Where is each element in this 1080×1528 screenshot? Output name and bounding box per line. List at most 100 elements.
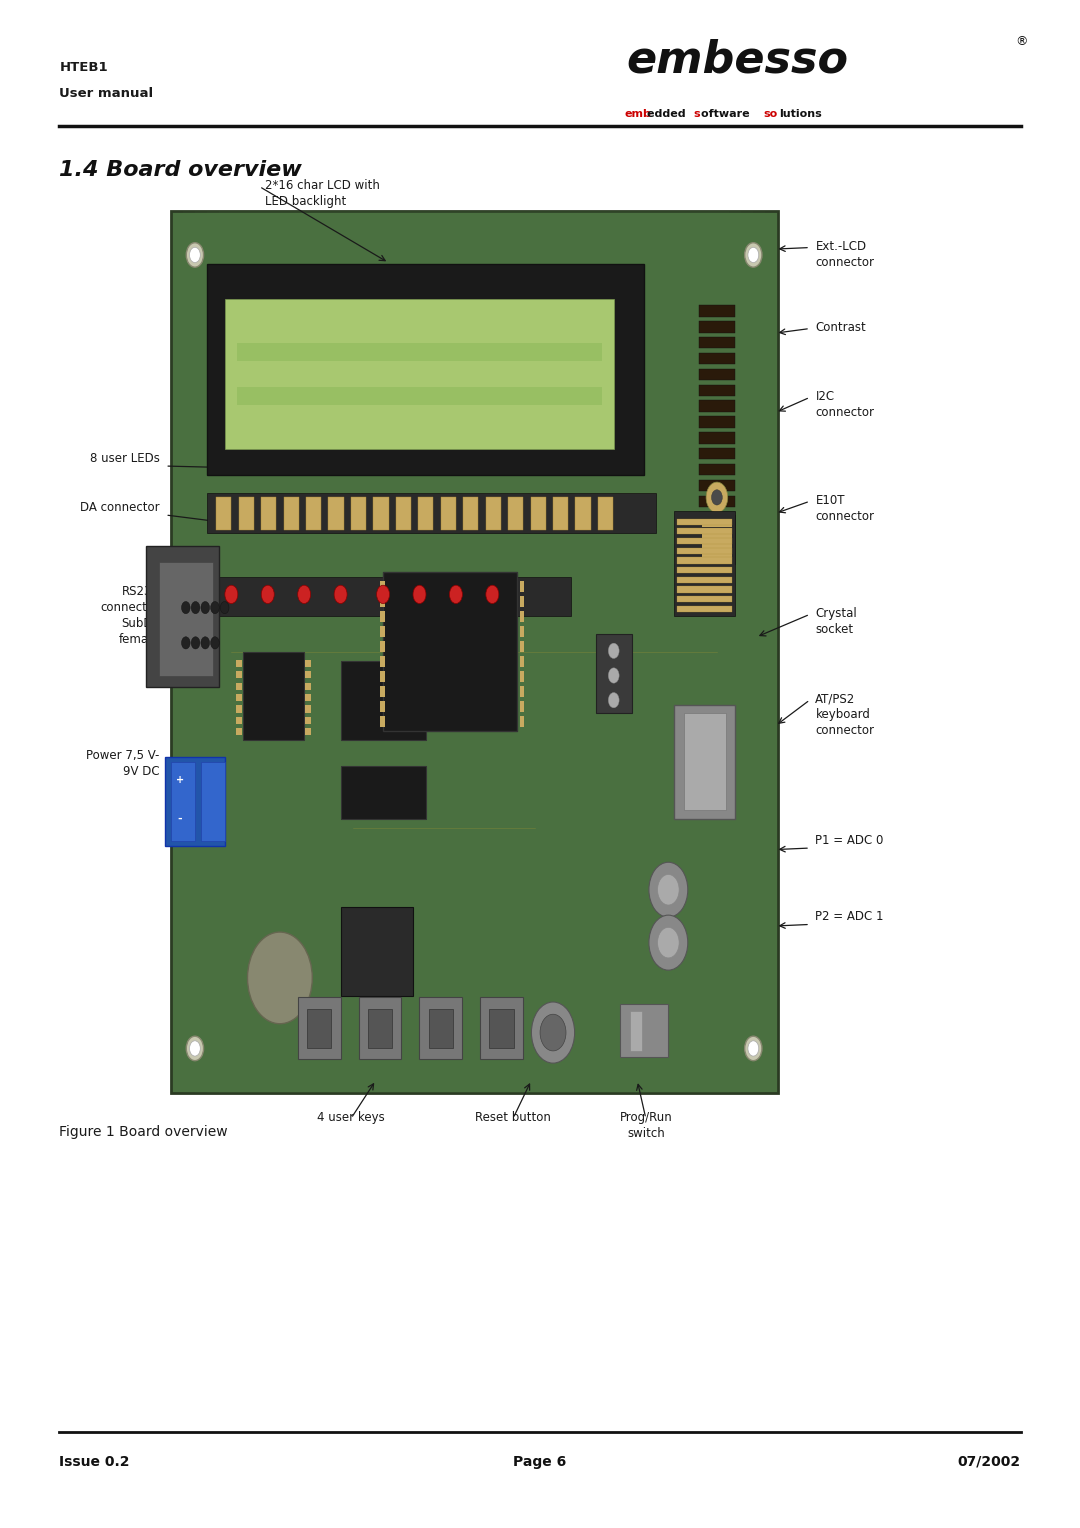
Bar — [699, 321, 735, 333]
Bar — [598, 497, 613, 530]
Text: s: s — [693, 108, 700, 119]
Circle shape — [377, 585, 390, 604]
Bar — [674, 510, 735, 616]
Text: Prog/Run
switch: Prog/Run switch — [620, 1111, 672, 1140]
Bar — [519, 626, 525, 637]
Bar — [340, 660, 426, 740]
Circle shape — [298, 585, 311, 604]
Circle shape — [748, 248, 759, 263]
Bar — [159, 562, 213, 677]
Text: Power 7,5 V-
9V DC: Power 7,5 V- 9V DC — [86, 749, 160, 778]
Bar — [677, 605, 732, 613]
Text: -: - — [177, 814, 183, 824]
Text: User manual: User manual — [59, 87, 153, 101]
Bar — [380, 656, 384, 666]
Bar — [419, 998, 462, 1059]
Bar — [702, 521, 732, 527]
Circle shape — [181, 602, 190, 614]
Bar — [171, 762, 194, 842]
Bar — [519, 701, 525, 712]
Bar — [699, 448, 735, 460]
Text: so: so — [764, 108, 778, 119]
Circle shape — [189, 1041, 200, 1056]
Text: 2*16 char LCD with
LED backlight: 2*16 char LCD with LED backlight — [265, 179, 379, 208]
Bar — [380, 717, 384, 727]
Bar — [489, 1008, 514, 1048]
Bar — [463, 497, 478, 530]
Circle shape — [211, 637, 219, 649]
Text: Contrast: Contrast — [815, 321, 866, 335]
Bar — [519, 581, 525, 591]
Bar — [359, 998, 402, 1059]
Bar — [553, 497, 568, 530]
Circle shape — [608, 643, 619, 659]
Bar — [171, 211, 778, 1093]
Bar — [306, 694, 311, 701]
Circle shape — [745, 243, 762, 267]
Bar — [306, 683, 311, 689]
Bar — [677, 558, 732, 564]
Bar — [207, 211, 741, 1093]
Circle shape — [649, 862, 688, 917]
Text: Issue 0.2: Issue 0.2 — [59, 1455, 130, 1468]
Bar — [380, 626, 384, 637]
Text: P1 = ADC 0: P1 = ADC 0 — [815, 834, 883, 847]
Text: E10T
connector: E10T connector — [815, 494, 875, 523]
Text: Reset button: Reset button — [475, 1111, 551, 1125]
Bar — [519, 642, 525, 651]
Bar — [702, 541, 732, 549]
Text: ®: ® — [1015, 35, 1028, 49]
Bar — [374, 497, 389, 530]
Bar — [306, 706, 311, 712]
Bar — [576, 497, 591, 530]
Text: Figure 1 Board overview: Figure 1 Board overview — [59, 1125, 228, 1138]
Bar — [226, 299, 613, 449]
Bar — [677, 518, 732, 524]
Circle shape — [531, 1002, 575, 1063]
Bar — [216, 497, 231, 530]
Bar — [677, 596, 732, 602]
Text: oftware: oftware — [702, 108, 754, 119]
Bar — [674, 704, 735, 819]
Circle shape — [748, 1041, 759, 1056]
Bar — [380, 701, 384, 712]
Bar — [298, 998, 340, 1059]
Bar — [237, 660, 242, 666]
Bar — [699, 480, 735, 490]
Bar — [237, 694, 242, 701]
Bar — [530, 497, 545, 530]
Text: 8 user LEDs: 8 user LEDs — [90, 452, 160, 465]
Text: 1.4 Board overview: 1.4 Board overview — [59, 160, 302, 180]
Bar — [380, 611, 384, 622]
Bar — [306, 497, 321, 530]
Bar — [383, 573, 516, 730]
Text: 07/2002: 07/2002 — [958, 1455, 1021, 1468]
Circle shape — [191, 602, 200, 614]
Bar — [207, 494, 657, 533]
Bar — [194, 211, 754, 1093]
Bar — [481, 998, 523, 1059]
Circle shape — [186, 243, 203, 267]
Circle shape — [186, 1036, 203, 1060]
Bar — [380, 686, 384, 697]
Bar — [368, 1008, 392, 1048]
Circle shape — [181, 637, 190, 649]
Text: HTEB1: HTEB1 — [59, 61, 108, 75]
Bar — [699, 338, 735, 348]
Bar — [306, 660, 311, 666]
Circle shape — [658, 927, 679, 958]
Bar — [519, 717, 525, 727]
Bar — [699, 432, 735, 443]
Text: AT/PS2
keyboard
connector: AT/PS2 keyboard connector — [815, 692, 875, 736]
Circle shape — [247, 932, 312, 1024]
Bar — [284, 497, 299, 530]
Bar — [237, 671, 242, 678]
Text: embesso: embesso — [626, 38, 849, 81]
Text: Ext.-LCD
connector: Ext.-LCD connector — [815, 240, 875, 269]
Circle shape — [449, 585, 462, 604]
Bar — [630, 1010, 643, 1051]
Bar — [699, 416, 735, 428]
Bar — [183, 211, 766, 1093]
Circle shape — [706, 483, 728, 513]
Circle shape — [486, 585, 499, 604]
